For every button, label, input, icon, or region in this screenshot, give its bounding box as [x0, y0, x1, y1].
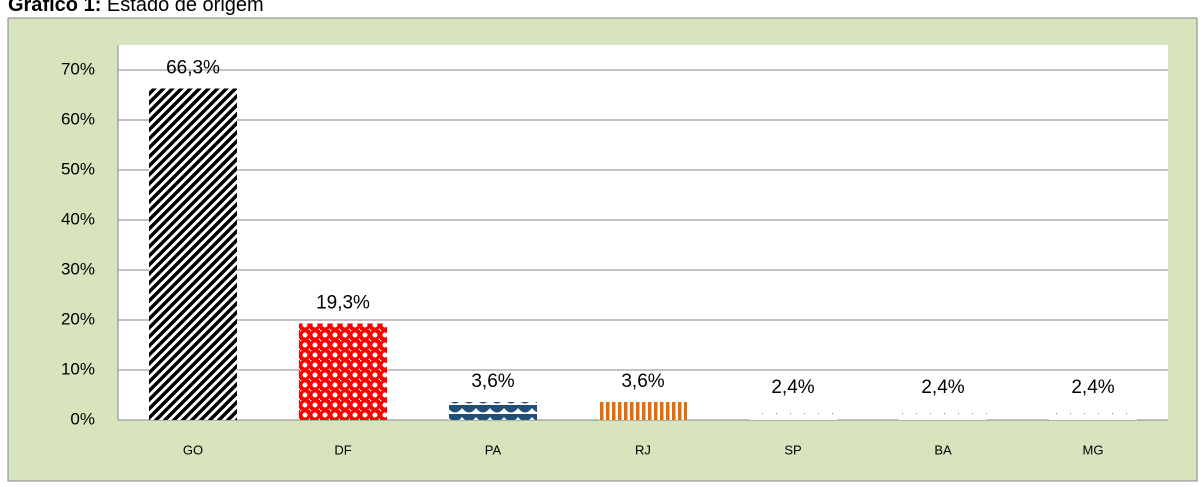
bar — [449, 402, 537, 420]
plot-area — [118, 45, 1168, 420]
title-prefix: Gráfico 1: — [8, 0, 101, 16]
bar — [1049, 408, 1137, 420]
data-label: 19,3% — [316, 293, 370, 314]
data-label: 2,4% — [771, 377, 814, 398]
x-tick-label: BA — [934, 442, 952, 457]
data-label: 3,6% — [471, 371, 514, 392]
x-tick-label: RJ — [635, 442, 651, 457]
y-tick-label: 10% — [61, 359, 95, 378]
bar — [149, 88, 237, 420]
y-tick-label: 30% — [61, 259, 95, 278]
y-tick-label: 20% — [61, 309, 95, 328]
x-tick-label: PA — [485, 442, 502, 457]
chart-title: Gráfico 1: Estado de origem — [8, 0, 264, 16]
y-tick-label: 50% — [61, 159, 95, 178]
x-tick-label: DF — [334, 442, 351, 457]
data-label: 2,4% — [1071, 377, 1114, 398]
y-tick-label: 0% — [70, 409, 95, 428]
data-label: 2,4% — [921, 377, 964, 398]
bar — [299, 323, 387, 420]
x-tick-label: SP — [784, 442, 801, 457]
y-tick-label: 40% — [61, 209, 95, 228]
bar — [599, 402, 687, 420]
data-label: 3,6% — [621, 371, 664, 392]
x-tick-label: GO — [183, 442, 203, 457]
y-tick-label: 60% — [61, 109, 95, 128]
x-tick-label: MG — [1083, 442, 1104, 457]
y-tick-label: 70% — [61, 59, 95, 78]
data-label: 66,3% — [166, 58, 220, 79]
title-text: Estado de origem — [107, 0, 264, 16]
bar — [899, 408, 987, 420]
bar — [749, 408, 837, 420]
